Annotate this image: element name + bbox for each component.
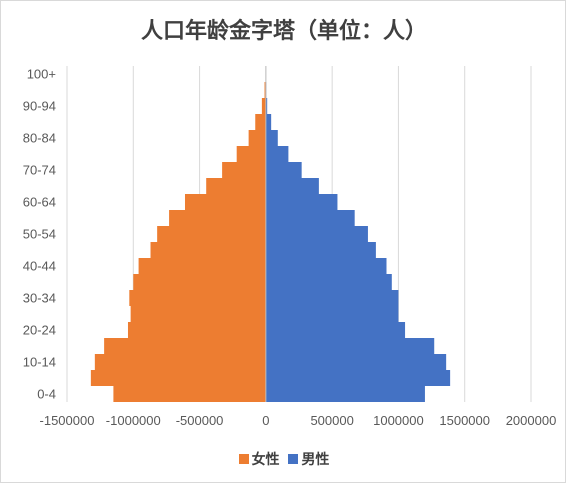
- y-tick-label-0-4: 0-4: [37, 387, 56, 402]
- bar-female-40-44: [138, 258, 266, 274]
- bar-male-20-24: [265, 322, 406, 338]
- bar-male-70-74: [265, 162, 302, 178]
- x-tick-label-7: 2000000: [506, 413, 557, 428]
- bar-female-95-99: [264, 82, 266, 98]
- x-tick-label-4: 500000: [310, 413, 353, 428]
- bar-male-80-84: [265, 130, 278, 146]
- bar-male-30-34: [265, 290, 399, 306]
- bar-male-75-79: [265, 146, 289, 162]
- legend-swatch-male: [288, 454, 299, 464]
- bar-male-0-4: [265, 386, 425, 402]
- bar-female-75-79: [236, 146, 266, 162]
- legend: 女性 男性: [1, 449, 565, 469]
- bar-female-70-74: [222, 162, 266, 178]
- bar-female-25-29: [130, 306, 266, 322]
- x-tick-label-1: -1000000: [106, 413, 161, 428]
- bar-female-5-9: [90, 370, 266, 386]
- bar-male-15-19: [265, 338, 435, 354]
- bar-male-50-54: [265, 226, 368, 242]
- bar-female-30-34: [129, 290, 266, 306]
- y-tick-label-30-34: 30-34: [23, 291, 56, 306]
- bar-female-65-69: [206, 178, 266, 194]
- bar-male-65-69: [265, 178, 319, 194]
- bar-female-35-39: [133, 274, 266, 290]
- bar-male-40-44: [265, 258, 387, 274]
- y-tick-label-20-24: 20-24: [23, 323, 56, 338]
- x-tick-label-3: 0: [262, 413, 269, 428]
- bar-female-50-54: [157, 226, 266, 242]
- x-tick-label-5: 1000000: [373, 413, 424, 428]
- bar-female-15-19: [104, 338, 266, 354]
- bar-female-0-4: [113, 386, 266, 402]
- bar-male-55-59: [265, 210, 355, 226]
- y-tick-label-50-54: 50-54: [23, 227, 56, 242]
- bar-female-20-24: [127, 322, 266, 338]
- bar-male-5-9: [265, 370, 451, 386]
- y-tick-label-100+: 100+: [27, 67, 56, 82]
- bar-male-45-49: [265, 242, 376, 258]
- x-tick-label-2: -500000: [176, 413, 224, 428]
- legend-item-female: 女性: [238, 449, 280, 469]
- bar-female-80-84: [248, 130, 266, 146]
- bar-female-85-89: [255, 114, 266, 130]
- bar-female-90-94: [261, 98, 266, 114]
- bar-male-90-94: [265, 98, 268, 114]
- x-tick-label-6: 1500000: [439, 413, 490, 428]
- y-tick-label-10-14: 10-14: [23, 355, 56, 370]
- y-tick-label-80-84: 80-84: [23, 131, 56, 146]
- bar-male-85-89: [265, 114, 272, 130]
- legend-swatch-female: [238, 454, 249, 464]
- bar-male-35-39: [265, 274, 392, 290]
- legend-label-female: 女性: [251, 452, 280, 468]
- bar-female-45-49: [150, 242, 266, 258]
- y-tick-label-40-44: 40-44: [23, 259, 56, 274]
- bar-female-10-14: [94, 354, 266, 370]
- x-tick-label-0: -1500000: [40, 413, 95, 428]
- chart-title: 人口年龄金字塔（单位：人）: [140, 18, 427, 44]
- legend-item-male: 男性: [288, 449, 329, 469]
- bar-male-25-29: [265, 306, 399, 322]
- bar-male-60-64: [265, 194, 338, 210]
- y-tick-label-70-74: 70-74: [23, 163, 56, 178]
- legend-label-male: 男性: [301, 452, 330, 468]
- bar-female-60-64: [184, 194, 266, 210]
- y-tick-label-60-64: 60-64: [23, 195, 56, 210]
- y-tick-label-90-94: 90-94: [23, 99, 56, 114]
- bar-male-10-14: [265, 354, 447, 370]
- bar-female-55-59: [169, 210, 266, 226]
